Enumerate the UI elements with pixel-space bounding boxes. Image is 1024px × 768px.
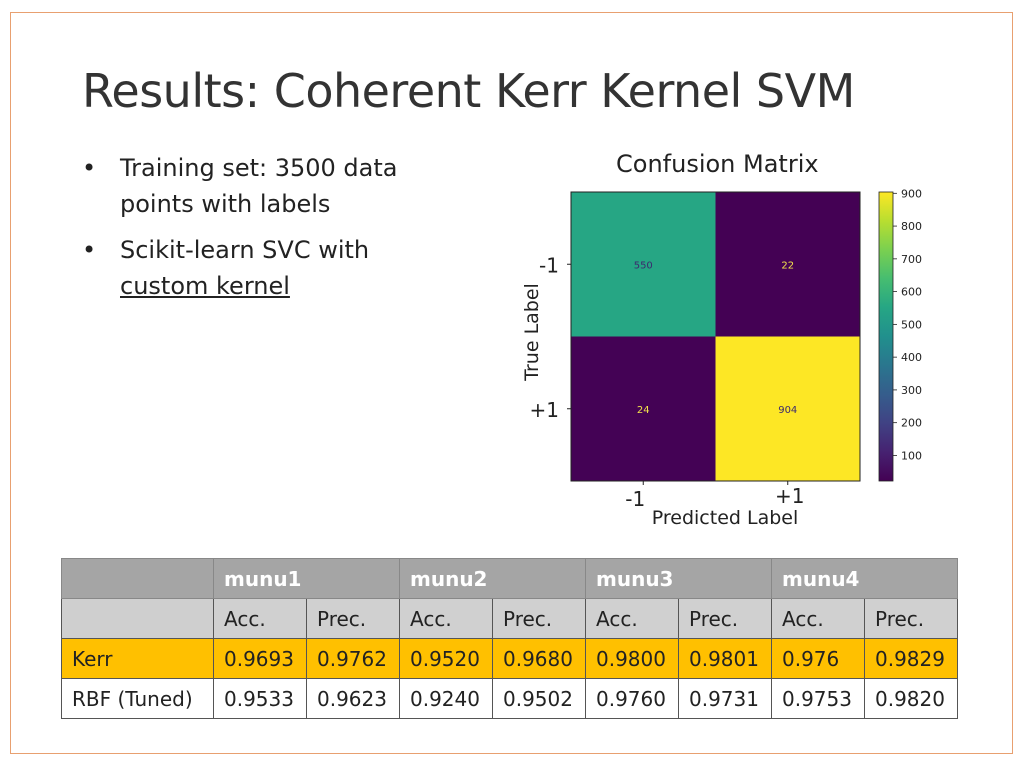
cell-value-label: 22: [781, 260, 794, 271]
table-cell: 0.9502: [492, 678, 586, 719]
y-axis-label: True Label: [521, 283, 543, 382]
y-tick-label: -1: [539, 253, 559, 277]
header-group-cell: munu1: [213, 558, 400, 599]
colorbar: [878, 191, 894, 482]
matrix-cell: [571, 192, 716, 337]
bullet-item: • Scikit-learn SVC with custom kernel: [82, 232, 442, 304]
custom-kernel-link[interactable]: custom kernel: [120, 272, 290, 300]
slide-title: Results: Coherent Kerr Kernel SVM: [82, 64, 855, 118]
table-cell: 0.9693: [213, 638, 307, 679]
colorbar-tick-label: 200: [901, 417, 922, 430]
table-cell: 0.9800: [585, 638, 679, 679]
table-cell: 0.9533: [213, 678, 307, 719]
table-row-rbf: RBF (Tuned) 0.9533 0.9623 0.9240 0.9502 …: [61, 678, 958, 719]
metric-cell: Prec.: [678, 598, 772, 639]
colorbar-tick-label: 100: [901, 449, 922, 462]
metric-cell: Prec.: [306, 598, 400, 639]
matrix-border: [570, 191, 861, 482]
table-header-row: munu1 munu2 munu3 munu4: [61, 558, 958, 599]
bullet-marker: •: [82, 236, 97, 264]
x-tick-label: -1: [625, 487, 645, 511]
row-label: Kerr: [61, 638, 214, 679]
colorbar-tick-label: 700: [901, 253, 922, 266]
matrix-cell: [715, 336, 860, 481]
bullet-marker: •: [82, 154, 97, 182]
table-subheader-row: Acc. Prec. Acc. Prec. Acc. Prec. Acc. Pr…: [61, 598, 958, 639]
x-tick-label: +1: [775, 484, 804, 508]
colorbar-tick-label: 500: [901, 318, 922, 331]
table-row-kerr: Kerr 0.9693 0.9762 0.9520 0.9680 0.9800 …: [61, 638, 958, 679]
table-cell: 0.976: [771, 638, 865, 679]
cell-value-label: 550: [634, 260, 653, 271]
header-blank-cell: [61, 558, 214, 599]
colorbar-tick-label: 600: [901, 286, 922, 299]
row-label: RBF (Tuned): [61, 678, 214, 719]
x-axis-label: Predicted Label: [652, 507, 799, 529]
matrix-cell: [571, 336, 716, 481]
chart-title: Confusion Matrix: [616, 150, 819, 178]
bullet-text: Training set: 3500 data points with labe…: [120, 154, 398, 218]
metric-cell: Acc.: [585, 598, 679, 639]
colorbar-tick-label: 300: [901, 384, 922, 397]
metric-cell: Acc.: [399, 598, 493, 639]
table-cell: 0.9623: [306, 678, 400, 719]
bullet-text: Scikit-learn SVC with: [120, 236, 370, 264]
table-cell: 0.9760: [585, 678, 679, 719]
table-cell: 0.9520: [399, 638, 493, 679]
table-cell: 0.9762: [306, 638, 400, 679]
bullet-item: • Training set: 3500 data points with la…: [82, 150, 442, 222]
bullet-list: • Training set: 3500 data points with la…: [82, 150, 442, 314]
header-group-cell: munu4: [771, 558, 958, 599]
cell-value-label: 24: [637, 405, 650, 416]
y-tick-label: +1: [530, 398, 559, 422]
matrix-cell: [715, 192, 860, 337]
table-cell: 0.9240: [399, 678, 493, 719]
table-cell: 0.9731: [678, 678, 772, 719]
colorbar-tick-label: 400: [901, 351, 922, 364]
metric-cell: Prec.: [864, 598, 958, 639]
results-table: munu1 munu2 munu3 munu4 Acc. Prec. Acc. …: [61, 558, 958, 719]
cell-value-label: 904: [778, 405, 797, 416]
header-group-cell: munu2: [399, 558, 586, 599]
table-cell: 0.9820: [864, 678, 958, 719]
table-cell: 0.9753: [771, 678, 865, 719]
table-cell: 0.9680: [492, 638, 586, 679]
table-cell: 0.9829: [864, 638, 958, 679]
colorbar-tick-label: 800: [901, 220, 922, 233]
subheader-blank-cell: [61, 598, 214, 639]
metric-cell: Prec.: [492, 598, 586, 639]
metric-cell: Acc.: [771, 598, 865, 639]
header-group-cell: munu3: [585, 558, 772, 599]
metric-cell: Acc.: [213, 598, 307, 639]
slide-frame: [10, 12, 1013, 754]
colorbar-tick-label: 900: [901, 187, 922, 200]
table-cell: 0.9801: [678, 638, 772, 679]
